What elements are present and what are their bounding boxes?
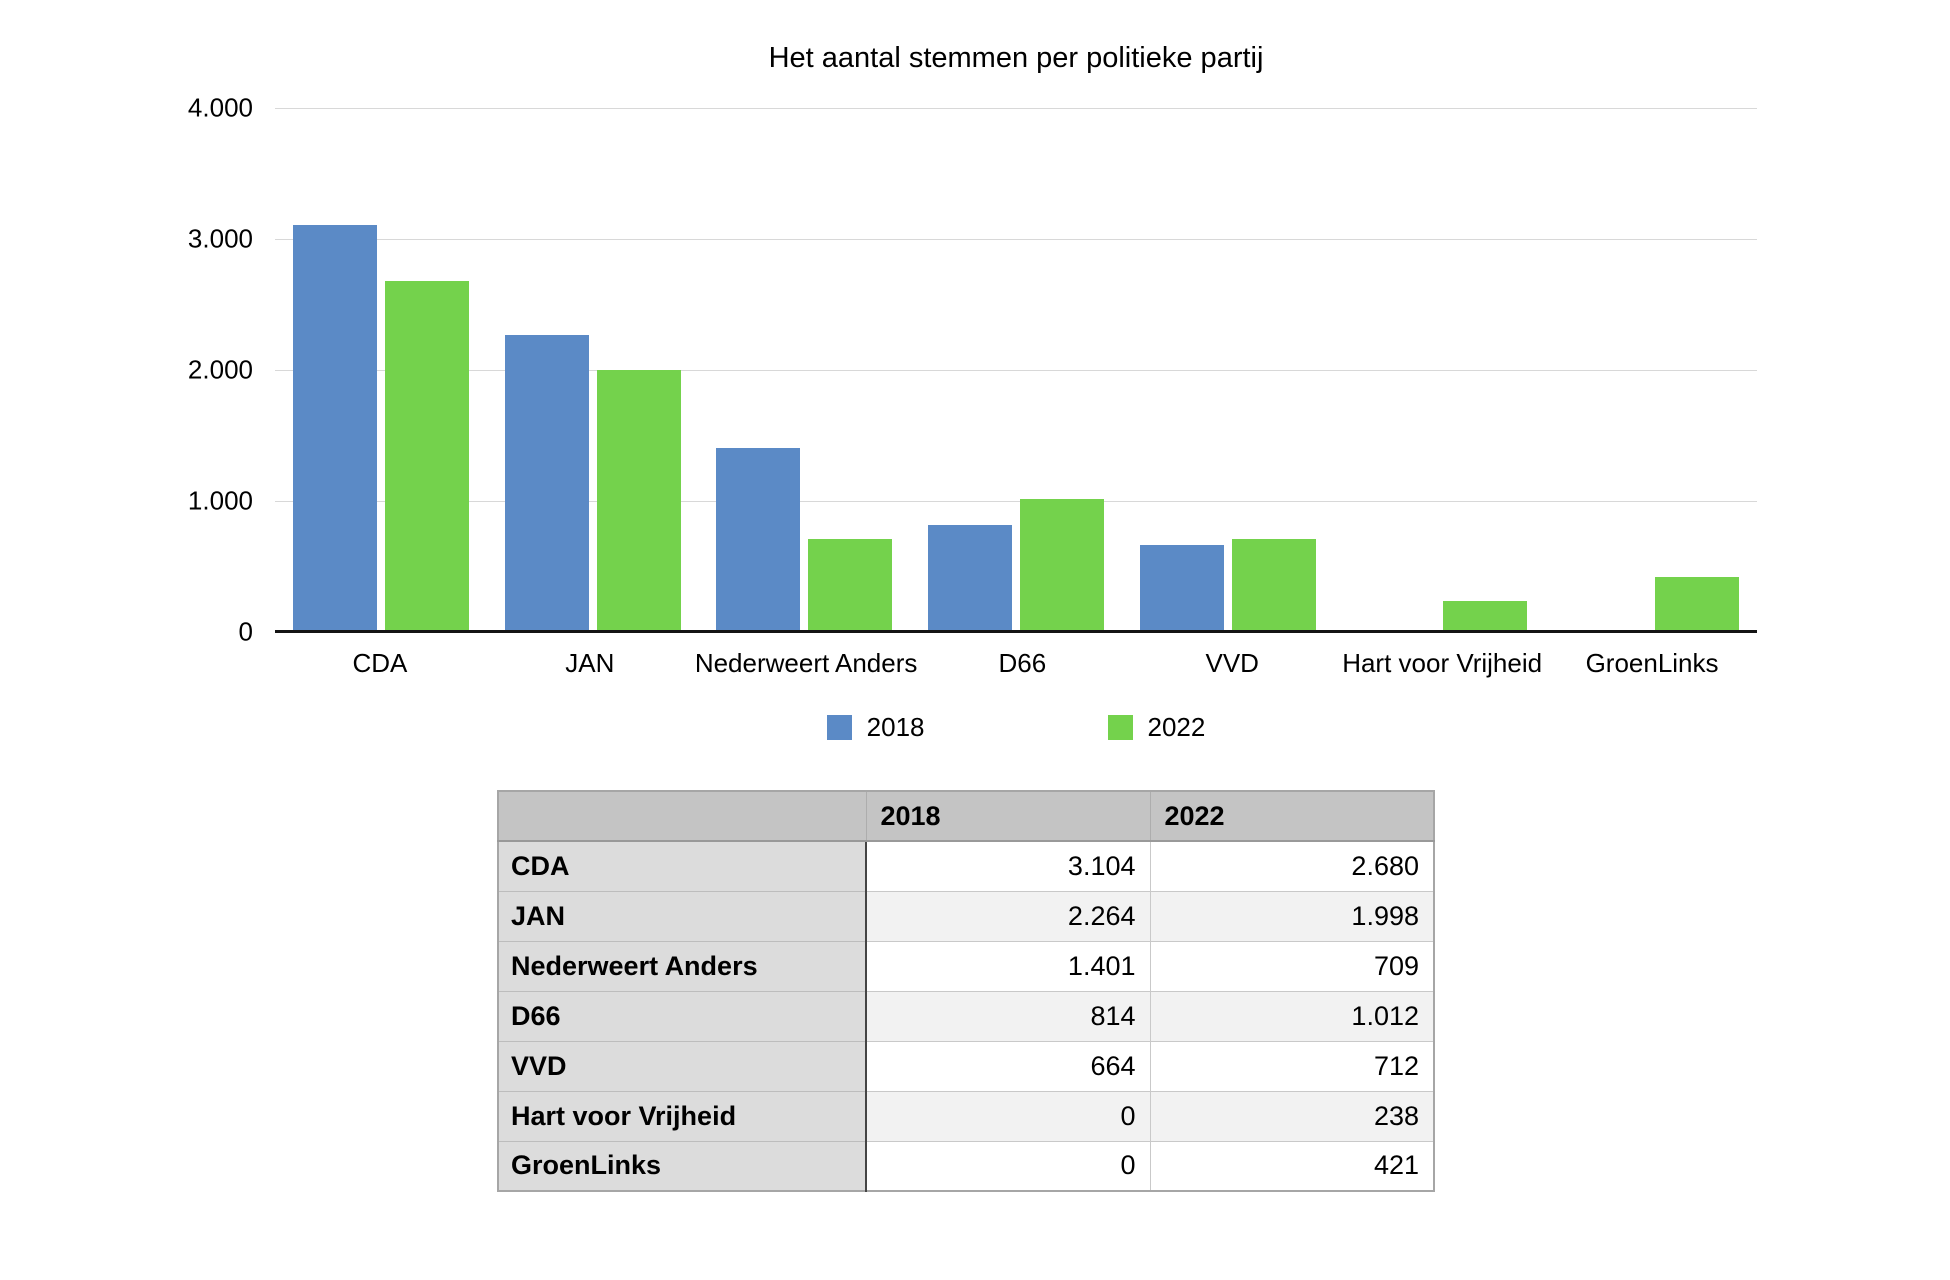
table-header-row: 2018 2022 (498, 791, 1434, 842)
legend-item-2018: 2018 (826, 712, 925, 743)
value-cell: 712 (1150, 1041, 1434, 1092)
y-tick-label-0: 0 (238, 616, 253, 647)
legend-label-2018: 2018 (866, 712, 925, 742)
value-cell: 0 (866, 1091, 1151, 1142)
x-tick-label-groenlinks: GroenLinks (1585, 648, 1719, 678)
value-cell: 421 (1150, 1141, 1434, 1191)
x-tick-label-d66: D66 (998, 648, 1047, 678)
y-tick-label-2-000: 2.000 (187, 354, 253, 385)
bar-group-nederweert-anders (698, 108, 910, 632)
gridline-3-000 (275, 239, 1757, 240)
legend-item-2022: 2022 (1107, 712, 1206, 743)
bar-2022-jan (596, 370, 681, 632)
bar-group-d66 (910, 108, 1122, 632)
bar-groups (275, 108, 1757, 632)
value-cell: 1.012 (1150, 991, 1434, 1042)
table-body: CDA 3.104 2.680 JAN 2.264 1.998 Nederweert And… (498, 841, 1434, 1191)
row-label-cell: Nederweert Anders (498, 941, 867, 992)
legend-swatch-2022 (1107, 715, 1133, 740)
table-row-cda: CDA 3.104 2.680 (498, 841, 1434, 892)
row-label-cell: Hart voor Vrijheid (498, 1091, 867, 1142)
value-cell: 238 (1150, 1091, 1434, 1142)
value-cell: 2.680 (1150, 841, 1434, 892)
bar-group-vvd (1122, 108, 1334, 632)
y-tick-label-4-000: 4.000 (187, 92, 253, 123)
value-cell: 814 (866, 991, 1151, 1042)
bar-2018-cda (292, 225, 377, 632)
gridline-4-000 (275, 108, 1757, 109)
value-cell: 3.104 (866, 841, 1151, 892)
gridline-2-000 (275, 370, 1757, 371)
plot-area: 0 1.000 2.000 3.000 4.000 (188, 93, 1757, 647)
x-tick-label-jan: JAN (565, 648, 615, 678)
x-tick-label-vvd: VVD (1205, 648, 1259, 678)
table-row-vvd: VVD 664 712 (498, 1041, 1434, 1092)
value-cell: 1.401 (866, 941, 1151, 992)
row-label-cell: VVD (498, 1041, 867, 1092)
bar-2022-cda (384, 280, 469, 632)
value-cell: 2.264 (866, 891, 1151, 942)
x-axis-labels: CDA JAN Nederweert Anders D66 VVD Hart voor V… (275, 648, 1757, 679)
legend-swatch-2018 (826, 715, 852, 740)
table-row-groenlinks: GroenLinks 0 421 (498, 1141, 1434, 1191)
x-tick-label-cda: CDA (352, 648, 408, 678)
bar-2018-nederweert-anders (716, 448, 801, 632)
row-label-cell: D66 (498, 991, 867, 1042)
row-label-cell: JAN (498, 891, 867, 942)
chart-legend: 2018 2022 (275, 712, 1757, 743)
bar-2022-groenlinks (1655, 576, 1740, 632)
chart-title: Het aantal stemmen per politieke partij (768, 42, 1264, 74)
bar-2022-hart-voor-vrijheid (1443, 600, 1528, 632)
value-cell: 1.998 (1150, 891, 1434, 942)
votes-table: 2018 2022 CDA 3.104 2.680 JAN 2.264 1.998 Neder… (497, 790, 1435, 1192)
y-tick-label-1-000: 1.000 (187, 485, 253, 516)
table-row-jan: JAN 2.264 1.998 (498, 891, 1434, 942)
bar-group-hart-voor-vrijheid (1334, 108, 1546, 632)
bar-group-groenlinks (1545, 108, 1757, 632)
bar-2022-d66 (1020, 499, 1105, 632)
bar-2022-nederweert-anders (808, 539, 893, 632)
table-row-d66: D66 814 1.012 (498, 991, 1434, 1042)
row-label-cell: GroenLinks (498, 1141, 867, 1191)
value-cell: 709 (1150, 941, 1434, 992)
row-label-cell: CDA (498, 841, 867, 892)
table-row-nederweert-anders: Nederweert Anders 1.401 709 (498, 941, 1434, 992)
table-corner-cell (498, 791, 867, 842)
y-tick-label-3-000: 3.000 (187, 223, 253, 254)
bar-2022-vvd (1231, 538, 1316, 632)
gridline-1-000 (275, 501, 1757, 502)
bar-2018-jan (504, 335, 589, 632)
bar-2018-vvd (1139, 545, 1224, 632)
x-tick-label-nederweert-anders: Nederweert Anders (694, 648, 918, 678)
column-header-2018: 2018 (866, 791, 1151, 842)
bar-2018-d66 (928, 525, 1013, 632)
column-header-2022: 2022 (1150, 791, 1434, 842)
value-cell: 0 (866, 1141, 1151, 1191)
table-row-hart-voor-vrijheid: Hart voor Vrijheid 0 238 (498, 1091, 1434, 1142)
value-cell: 664 (866, 1041, 1151, 1092)
bar-group-cda (275, 108, 487, 632)
bar-group-jan (487, 108, 699, 632)
legend-label-2022: 2022 (1147, 712, 1206, 742)
x-tick-label-hart-voor-vrijheid: Hart voor Vrijheid (1342, 648, 1543, 678)
x-axis-line (275, 630, 1757, 633)
